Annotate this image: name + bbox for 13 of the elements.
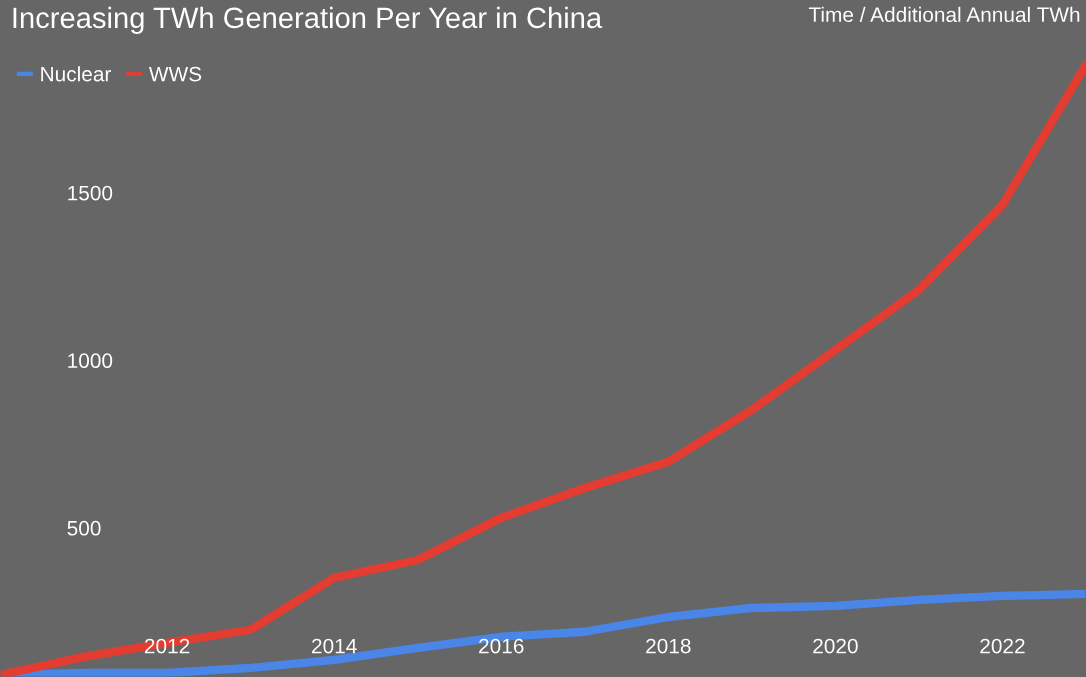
y-tick-label: 1000 <box>68 353 113 369</box>
chart-title: Increasing TWh Generation Per Year in China <box>13 6 603 34</box>
chart-subtitle: Time / Additional Annual TWh <box>808 6 1080 23</box>
legend-label: WWS <box>148 66 202 82</box>
x-tick-label: 2014 <box>312 638 357 654</box>
x-tick-label: 2016 <box>479 638 524 654</box>
y-tick-label: 500 <box>67 520 101 536</box>
y-tick-label: 1500 <box>68 185 113 201</box>
x-tick-label: 2018 <box>646 638 691 654</box>
x-tick-label: 2022 <box>980 638 1025 654</box>
legend-label: Nuclear <box>41 66 112 82</box>
x-tick-label: 2012 <box>144 638 190 654</box>
x-tick-label: 2020 <box>813 638 858 654</box>
